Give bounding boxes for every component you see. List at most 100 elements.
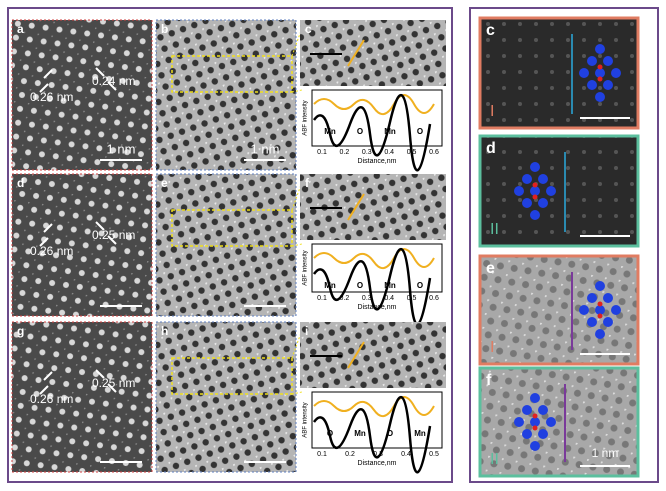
x-tick: 0.4 [401, 451, 411, 458]
panel-label: d [486, 140, 496, 157]
x-tick: 0.6 [429, 149, 439, 156]
atom-label: O [387, 429, 393, 438]
x-tick: 0.1 [317, 149, 327, 156]
atom [587, 80, 597, 90]
atom-label: Mn [414, 429, 426, 438]
arrow-marker [39, 223, 53, 247]
measurement: 0.24 nm [92, 74, 135, 88]
x-tick: 0.3 [373, 451, 383, 458]
panel-label: c [486, 22, 495, 39]
atom-o [532, 182, 538, 188]
measurement: 0.25 nm [92, 376, 135, 390]
abf-image [155, 19, 297, 171]
x-tick: 0.2 [345, 451, 355, 458]
phase-label: II [490, 221, 499, 238]
profile-plot [311, 391, 443, 449]
panel-label: e [161, 176, 168, 190]
measurement: 0.26 nm [30, 244, 73, 258]
atom [587, 56, 597, 66]
atom [522, 429, 532, 439]
side-image [478, 366, 640, 478]
atom-label: O [357, 281, 363, 290]
atom [530, 186, 540, 196]
arrow-marker [95, 369, 117, 393]
x-tick: 0.1 [317, 451, 327, 458]
atom [579, 68, 589, 78]
haadf-image [11, 321, 153, 473]
atom [514, 186, 524, 196]
right-frame [469, 7, 659, 483]
gold-curve [313, 94, 435, 115]
panel-label: a [17, 22, 24, 36]
atom [538, 198, 548, 208]
panel-label: i [305, 324, 308, 338]
atom [514, 417, 524, 427]
atom-o [597, 313, 603, 319]
measurement: 0.25 nm [92, 228, 135, 242]
black-curve [312, 94, 432, 172]
atom [579, 305, 589, 315]
measurement: 0.26 nm [30, 392, 73, 406]
haadf-image [11, 173, 153, 317]
atom-label: Mn [354, 429, 366, 438]
atom [538, 429, 548, 439]
atom-o [597, 76, 603, 82]
atom [611, 305, 621, 315]
atom-label: Mn [324, 127, 336, 136]
atom-label: O [417, 127, 423, 136]
arrow-marker [39, 371, 53, 395]
atom [522, 198, 532, 208]
atom [538, 174, 548, 184]
measurement: 0.26 nm [30, 90, 73, 104]
atom [603, 317, 613, 327]
selection-box [171, 55, 293, 93]
phase-label: I [490, 103, 494, 120]
atom [603, 56, 613, 66]
x-tick: 0.2 [340, 149, 350, 156]
phase-label: II [490, 451, 499, 468]
atom [530, 393, 540, 403]
abf-image [155, 173, 297, 317]
atom-o [532, 413, 538, 419]
x-tick: 0.6 [429, 295, 439, 302]
phase-label: I [490, 339, 494, 356]
x-axis-label: Distance,nm [358, 304, 397, 311]
atom [546, 417, 556, 427]
panel-label: e [486, 260, 495, 277]
x-tick: 0.1 [317, 295, 327, 302]
atom [530, 441, 540, 451]
line-profile [347, 341, 365, 369]
atom [538, 405, 548, 415]
line-profile [347, 193, 365, 221]
atom [530, 417, 540, 427]
line-profile [347, 39, 365, 67]
x-tick: 0.5 [429, 451, 439, 458]
atom [603, 80, 613, 90]
arrow-marker [95, 67, 117, 91]
profile-plot [311, 89, 443, 147]
atom-label: Mn [324, 281, 336, 290]
atom [595, 44, 605, 54]
x-tick: 0.4 [384, 149, 394, 156]
atom-label: Mn [384, 281, 396, 290]
gold-curve [313, 248, 435, 269]
scale-label: 1 nm [251, 141, 280, 156]
atom-o [532, 425, 538, 431]
atom [522, 405, 532, 415]
panel-label: f [305, 176, 310, 190]
atom [603, 293, 613, 303]
atom [587, 317, 597, 327]
atom [595, 92, 605, 102]
selection-box [171, 209, 293, 247]
x-tick: 0.2 [340, 295, 350, 302]
arrow-marker [95, 221, 117, 245]
x-tick: 0.3 [362, 149, 372, 156]
x-tick: 0.3 [362, 295, 372, 302]
panel-label: h [161, 324, 168, 338]
x-axis-label: Distance,nm [358, 460, 397, 467]
atom [595, 329, 605, 339]
atom [530, 162, 540, 172]
atom-label: Mn [384, 127, 396, 136]
atom [595, 68, 605, 78]
selection-box [171, 357, 293, 395]
